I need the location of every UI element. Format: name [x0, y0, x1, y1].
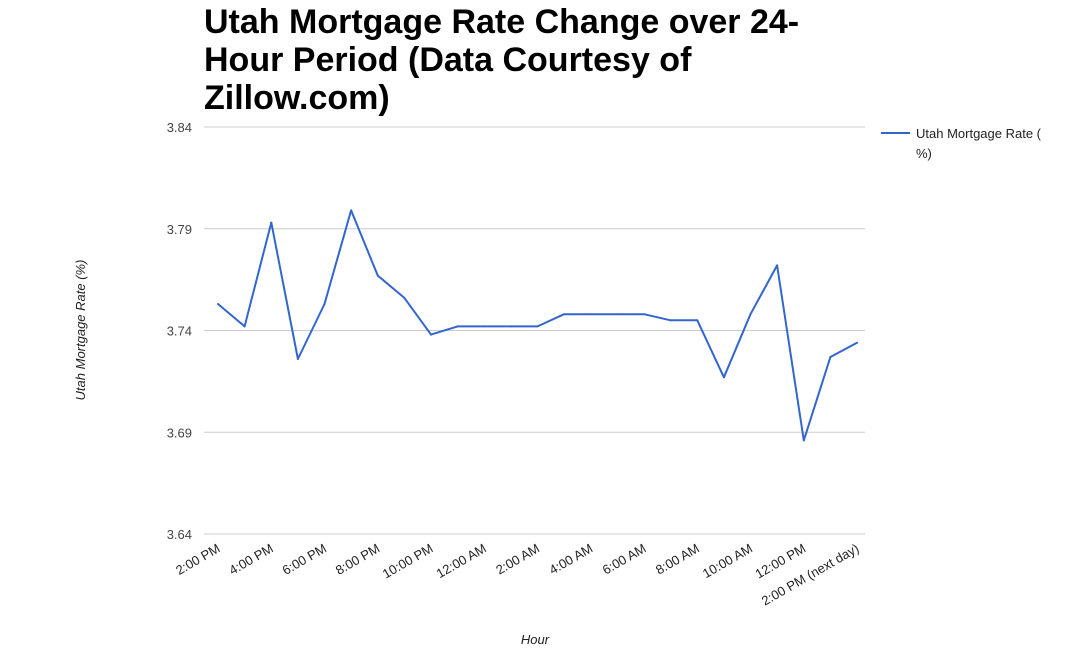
- x-tick-label: 8:00 PM: [333, 541, 382, 578]
- data-point: [722, 376, 725, 379]
- data-point: [616, 313, 619, 316]
- legend-label: Utah Mortgage Rate (%): [916, 126, 1042, 161]
- series-lines: [217, 209, 858, 442]
- data-point: [669, 319, 672, 322]
- data-point: [802, 439, 805, 442]
- x-tick-label: 2:00 AM: [493, 541, 542, 578]
- x-tick-label: 4:00 AM: [546, 541, 595, 578]
- data-point: [829, 355, 832, 358]
- data-point: [323, 303, 326, 306]
- chart-title: Utah Mortgage Rate Change over 24-Hour P…: [204, 3, 800, 117]
- x-tick-label: 10:00 AM: [700, 541, 755, 581]
- x-tick-label: 2:00 PM: [173, 541, 222, 578]
- x-axis-label: Hour: [521, 632, 550, 647]
- x-tick-label: 6:00 AM: [600, 541, 649, 578]
- legend: Utah Mortgage Rate (%): [881, 126, 1042, 161]
- data-point: [589, 313, 592, 316]
- data-point: [776, 264, 779, 267]
- y-tick-label: 3.69: [167, 425, 192, 440]
- data-point: [350, 209, 353, 212]
- data-point: [563, 313, 566, 316]
- data-point: [509, 325, 512, 328]
- x-tick-label: 8:00 AM: [653, 541, 702, 578]
- x-tick-label: 6:00 PM: [280, 541, 329, 578]
- x-tick-label: 12:00 AM: [434, 541, 489, 581]
- series-line: [217, 209, 858, 442]
- data-point: [270, 221, 273, 224]
- y-axis-ticks: 3.64 3.69 3.74 3.79 3.84: [167, 120, 192, 542]
- data-point: [430, 333, 432, 336]
- y-tick-label: 3.79: [167, 222, 192, 237]
- x-tick-label: 2:00 PM (next day): [759, 541, 862, 609]
- data-point: [536, 325, 539, 328]
- data-point: [376, 274, 379, 277]
- data-point: [296, 357, 299, 360]
- data-point: [217, 303, 219, 306]
- x-tick-label: 4:00 PM: [226, 541, 275, 578]
- data-point: [856, 341, 858, 344]
- y-axis-label: Utah Mortgage Rate (%): [73, 260, 88, 401]
- gridlines: [204, 126, 865, 535]
- y-tick-label: 3.84: [167, 120, 192, 135]
- data-point: [243, 325, 246, 328]
- data-point: [643, 313, 645, 316]
- data-point: [403, 296, 406, 299]
- data-point: [456, 325, 459, 328]
- data-point: [696, 319, 699, 322]
- x-tick-label: 10:00 PM: [380, 541, 436, 582]
- data-point: [483, 325, 486, 328]
- y-tick-label: 3.74: [167, 324, 192, 339]
- data-point: [749, 313, 752, 316]
- y-tick-label: 3.64: [167, 527, 192, 542]
